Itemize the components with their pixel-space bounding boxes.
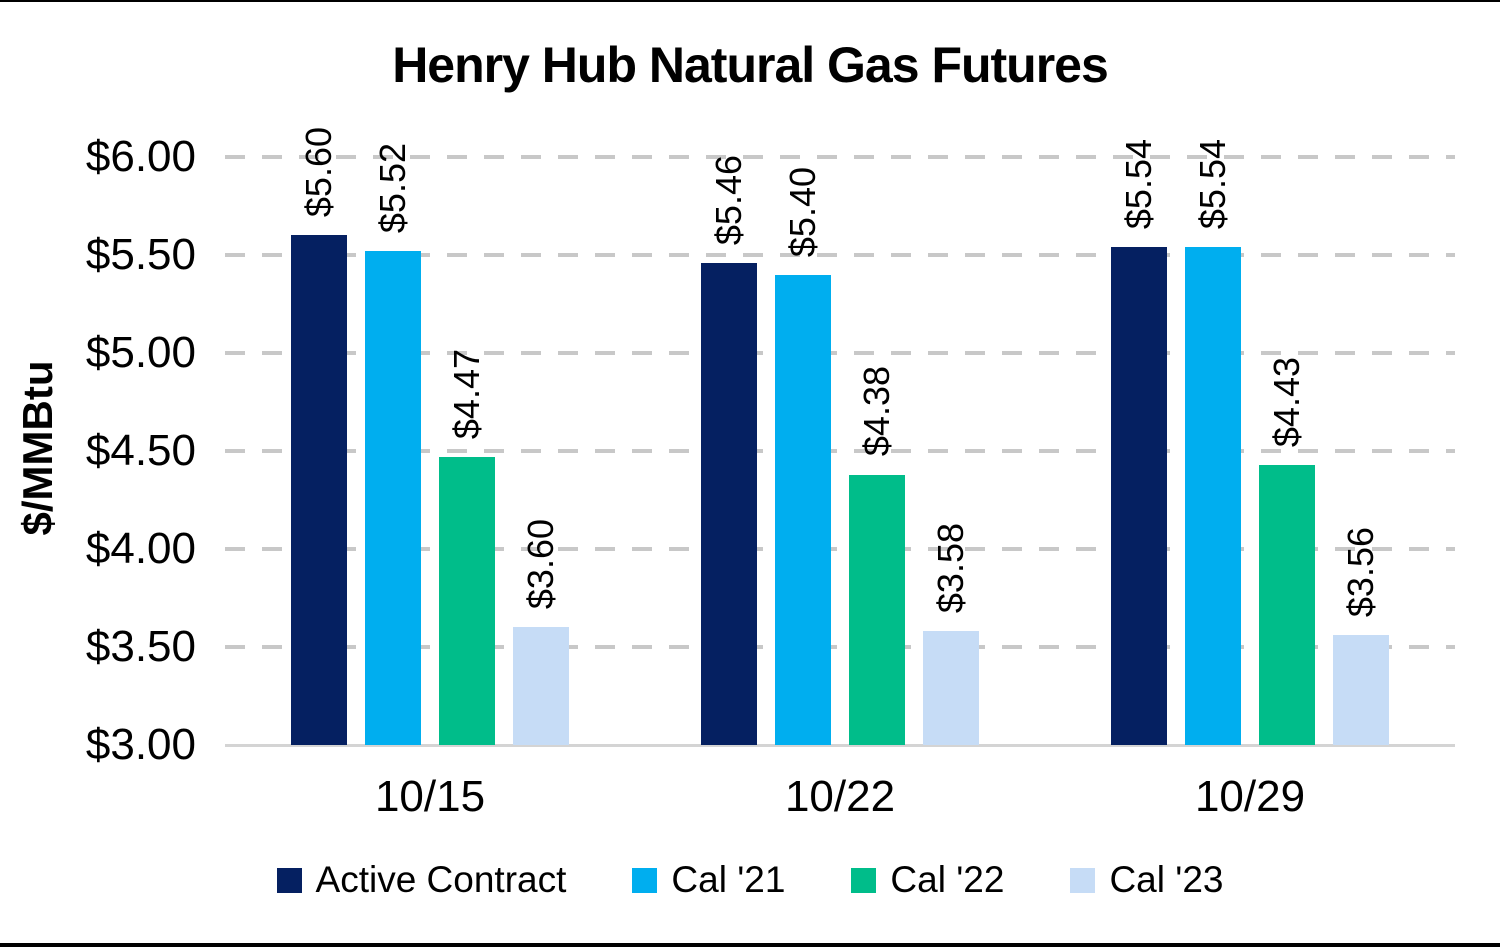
chart-title: Henry Hub Natural Gas Futures: [392, 37, 1109, 93]
y-tick-label: $4.00: [85, 524, 196, 573]
bar: [849, 474, 905, 745]
legend-label: Cal '21: [671, 859, 786, 900]
bar-value-label: $3.58: [930, 523, 972, 614]
legend-item: Cal '22: [851, 859, 1004, 901]
x-category-label: 10/29: [1194, 772, 1306, 821]
x-category-label: 10/22: [784, 772, 896, 821]
bar-value-label: $3.60: [520, 519, 562, 610]
y-tick-label: $3.50: [85, 622, 196, 671]
bar-value-label: $5.52: [372, 143, 414, 234]
bar: [439, 456, 495, 745]
legend-item: Cal '23: [1070, 859, 1223, 901]
bar: [1259, 464, 1315, 745]
y-axis-title: $/MMBtu: [14, 360, 61, 536]
legend-swatch-icon: [851, 867, 877, 893]
bar-value-label: $4.43: [1266, 356, 1308, 447]
bar: [775, 274, 831, 745]
legend: Active Contract Cal '21 Cal '22 Cal '23: [0, 854, 1500, 906]
bar-value-label: $5.54: [1118, 139, 1160, 230]
bar: [1333, 635, 1389, 745]
bar-value-label: $4.47: [446, 348, 488, 439]
legend-swatch-icon: [276, 867, 302, 893]
x-axis-baseline: [225, 744, 1455, 747]
bar-value-label: $3.56: [1340, 527, 1382, 618]
y-tick-label: $5.50: [85, 230, 196, 279]
y-tick-label: $3.00: [85, 720, 196, 769]
bar: [701, 262, 757, 745]
legend-label: Active Contract: [315, 859, 567, 900]
bar: [365, 251, 421, 745]
legend-swatch-icon: [1070, 867, 1096, 893]
legend-item: Active Contract: [276, 859, 567, 901]
bar: [1111, 247, 1167, 745]
bar-value-label: $5.46: [708, 154, 750, 245]
gridline: [225, 253, 1455, 257]
gridline: [225, 351, 1455, 355]
y-tick-label: $6.00: [85, 132, 196, 181]
bottom-border: [0, 943, 1500, 947]
bar: [291, 235, 347, 745]
legend-label: Cal '22: [890, 859, 1005, 900]
bar-value-label: $5.60: [298, 127, 340, 218]
bar-value-label: $5.40: [782, 166, 824, 257]
legend-swatch-icon: [632, 867, 658, 893]
bar-value-label: $5.54: [1192, 139, 1234, 230]
x-category-label: 10/15: [374, 772, 486, 821]
gridline: [225, 547, 1455, 551]
gridline: [225, 645, 1455, 649]
y-tick-label: $5.00: [85, 328, 196, 377]
gridline: [225, 155, 1455, 159]
legend-item: Cal '21: [632, 859, 785, 901]
bar-value-label: $4.38: [856, 366, 898, 457]
legend-label: Cal '23: [1109, 859, 1224, 900]
top-border: [0, 0, 1500, 2]
y-tick-label: $4.50: [85, 426, 196, 475]
bar: [923, 631, 979, 745]
bar: [513, 627, 569, 745]
gridline: [225, 449, 1455, 453]
bar: [1185, 247, 1241, 745]
